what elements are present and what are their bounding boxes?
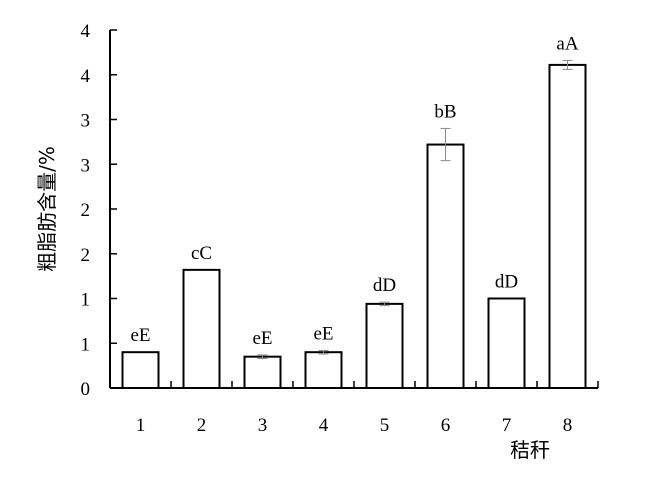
x-tick-label: 2 <box>197 415 207 436</box>
x-tick-label: 1 <box>136 415 146 436</box>
y-tick-label: 3 <box>81 155 91 176</box>
data-labels: eE cC eE eE dD bB dD aA <box>130 33 578 348</box>
x-tick-label: 5 <box>380 415 390 436</box>
y-tick-label: 3 <box>81 111 91 132</box>
bar-8 <box>548 63 587 389</box>
data-label: bB <box>434 101 456 122</box>
data-label: eE <box>130 325 150 346</box>
x-tick-label: 8 <box>563 415 573 436</box>
data-label: dD <box>495 272 518 293</box>
data-label: eE <box>252 328 272 349</box>
y-tick-label: 0 <box>81 379 91 400</box>
x-axis-ticks: 1 2 3 4 5 6 7 8 <box>109 381 599 436</box>
y-tick-label: 2 <box>81 245 91 266</box>
y-axis-title: 粗脂肪含量/% <box>35 146 59 272</box>
bars <box>121 63 587 390</box>
data-label: aA <box>556 33 578 54</box>
bar-3 <box>243 355 282 389</box>
y-tick-label: 4 <box>81 66 91 87</box>
bar-5 <box>365 302 404 389</box>
bar-2 <box>182 268 221 389</box>
x-tick-label: 7 <box>502 415 512 436</box>
data-label: eE <box>313 323 333 344</box>
y-axis-ticks: 0 1 1 2 2 3 3 4 4 <box>81 21 117 400</box>
error-bars <box>257 59 573 359</box>
x-tick-label: 4 <box>319 415 329 436</box>
bar-6 <box>426 143 465 389</box>
bar-1 <box>121 351 160 390</box>
x-tick-label: 6 <box>441 415 451 436</box>
x-axis-title: 秸秆 <box>510 438 550 462</box>
y-tick-label: 2 <box>81 200 91 221</box>
y-tick-label: 4 <box>81 21 91 42</box>
data-label: cC <box>191 243 212 264</box>
bar-7 <box>487 297 526 389</box>
y-tick-label: 1 <box>81 290 91 311</box>
data-label: dD <box>373 275 396 296</box>
x-tick-label: 3 <box>258 415 268 436</box>
y-tick-label: 1 <box>81 334 91 355</box>
bar-4 <box>304 351 343 390</box>
